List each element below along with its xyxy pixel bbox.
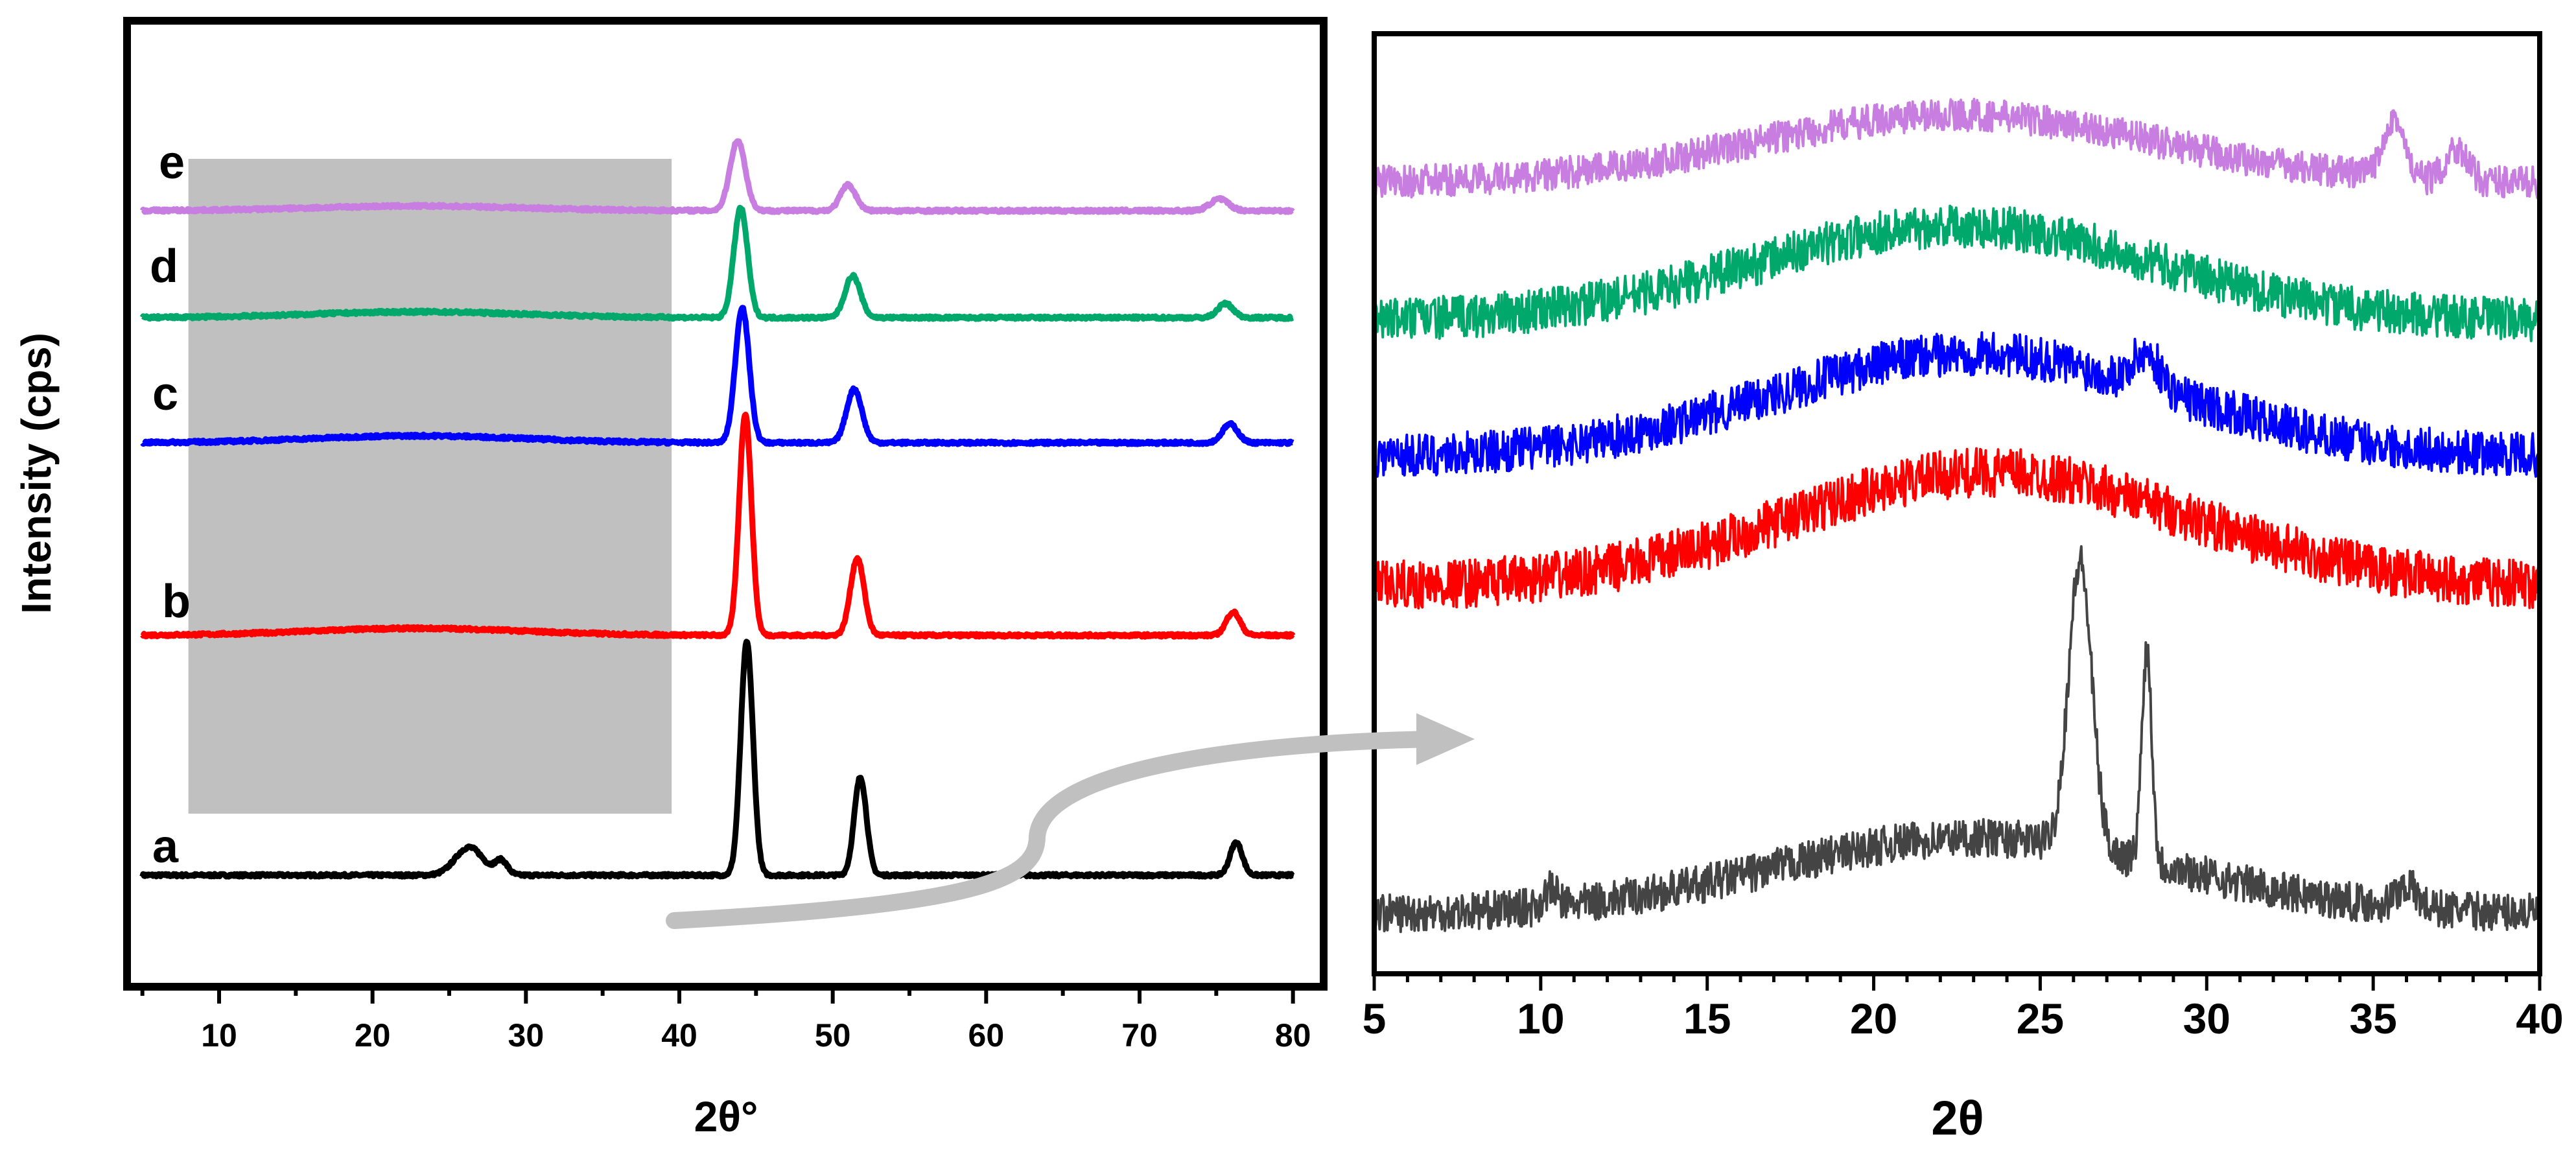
left-x-tick-label: 10 xyxy=(201,1017,237,1054)
right-x-tick-label: 30 xyxy=(2183,995,2231,1042)
left-x-ticks: 10 20 30 40 50 60 70 80 xyxy=(140,987,1311,1054)
left-chart-panel: 10 20 30 40 50 60 70 80 a b c d e 2θ° Intensity (cp… xyxy=(13,17,1328,1140)
left-plot-frame xyxy=(123,17,1328,991)
left-series-c-line xyxy=(140,305,1295,447)
left-series-label-a: a xyxy=(152,821,179,873)
zoom-arrow-shaft xyxy=(666,731,1441,929)
left-series-labels: a b c d e xyxy=(150,137,191,873)
right-series-e-line xyxy=(1373,97,2541,200)
right-x-tick-label: 40 xyxy=(2516,995,2563,1042)
right-x-ticks: 5 10 15 20 25 30 35 40 xyxy=(1363,974,2564,1042)
left-series-label-b: b xyxy=(162,576,191,628)
left-x-axis-title: 2θ° xyxy=(694,1092,758,1140)
left-series-b-line xyxy=(140,412,1296,640)
left-series-group xyxy=(139,138,1296,880)
left-series-label-e: e xyxy=(159,137,185,189)
right-x-tick-label: 25 xyxy=(2017,995,2064,1042)
left-x-tick-label: 70 xyxy=(1121,1017,1158,1054)
right-x-tick-label: 35 xyxy=(2349,995,2396,1042)
right-series-d-line xyxy=(1373,204,2541,342)
left-x-tick-label: 80 xyxy=(1275,1017,1311,1054)
left-highlight-region xyxy=(188,159,672,814)
left-x-tick-label: 40 xyxy=(661,1017,697,1054)
right-x-axis-title: 2θ xyxy=(1931,1091,1984,1145)
y-axis-title: Intensity (cps) xyxy=(13,333,60,614)
right-series-group xyxy=(1373,97,2541,934)
left-x-tick-label: 60 xyxy=(968,1017,1005,1054)
right-x-tick-label: 20 xyxy=(1850,995,1897,1042)
right-x-tick-label: 5 xyxy=(1363,995,1387,1042)
left-series-e-line xyxy=(139,138,1295,215)
right-x-tick-label: 10 xyxy=(1517,995,1564,1042)
left-series-label-c: c xyxy=(152,368,178,420)
right-chart-panel: 5 10 15 20 25 30 35 40 2θ xyxy=(1363,31,2564,1145)
right-series-a-line xyxy=(1373,545,2541,934)
left-series-d-line xyxy=(139,204,1295,322)
right-series-c-line xyxy=(1373,331,2541,478)
right-plot-frame xyxy=(1372,31,2542,976)
zoom-arrow xyxy=(666,713,1475,929)
left-x-tick-label: 30 xyxy=(508,1017,544,1054)
left-x-tick-label: 50 xyxy=(815,1017,851,1054)
right-series-b-line xyxy=(1373,447,2541,610)
right-x-tick-label: 15 xyxy=(1683,995,1731,1042)
left-x-tick-label: 20 xyxy=(355,1017,391,1054)
left-series-label-d: d xyxy=(150,241,178,292)
zoom-arrow-head xyxy=(1416,713,1475,765)
left-series-a-line xyxy=(139,639,1295,880)
